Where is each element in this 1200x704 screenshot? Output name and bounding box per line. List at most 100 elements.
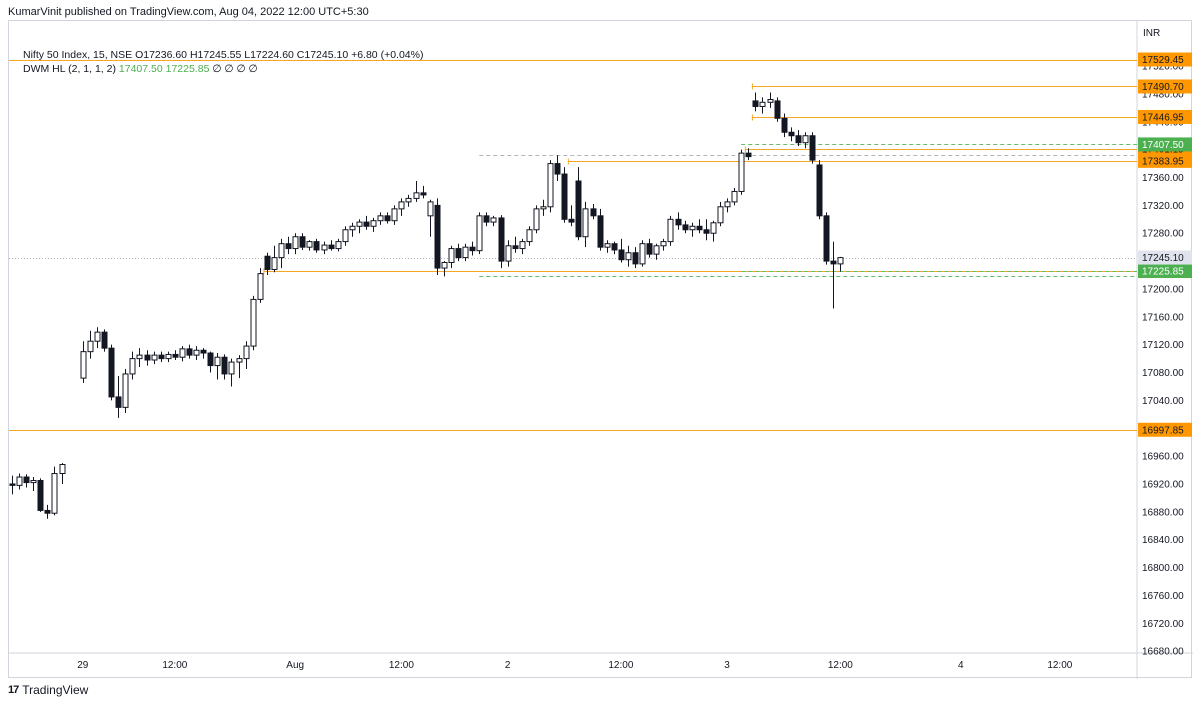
candle-body — [611, 243, 618, 251]
x-tick-label: 12:00 — [389, 660, 414, 671]
candle-body — [200, 349, 207, 354]
candle — [540, 199, 547, 216]
candle — [299, 233, 306, 250]
current-price-badge-bg — [1138, 250, 1192, 265]
candle — [321, 241, 328, 255]
current-price-badge-text: 17245.10 — [1142, 253, 1184, 264]
candle — [483, 212, 490, 227]
candle — [774, 97, 781, 122]
level-price-badge-text: 17446.95 — [1142, 112, 1184, 123]
candle — [554, 155, 561, 182]
candle-body — [115, 396, 122, 408]
candle — [172, 350, 179, 361]
chart-frame[interactable]: INR17520.0017480.0017440.0017400.0017360… — [8, 20, 1193, 679]
level-price-badge-text: 17529.45 — [1142, 55, 1184, 66]
candle-body — [179, 348, 186, 358]
candle-body — [498, 217, 505, 262]
candle-body — [377, 215, 384, 222]
candle-body — [738, 152, 745, 192]
legend: Nifty 50 Index, 15, NSE O17236.60 H17245… — [23, 48, 423, 76]
candle-body — [37, 479, 44, 511]
x-tick-label: Aug — [286, 660, 304, 671]
candle — [264, 252, 271, 276]
candle-body — [80, 351, 87, 379]
candle — [519, 238, 526, 255]
candle-body — [434, 204, 441, 269]
indicator-value-1: 17407.50 — [118, 63, 163, 75]
candle — [682, 220, 689, 234]
candle-body — [328, 244, 335, 250]
candle — [575, 167, 582, 241]
candle-body — [632, 252, 639, 265]
y-tick-label: 16960.00 — [1142, 452, 1184, 463]
candle — [87, 330, 94, 359]
candle — [144, 350, 151, 366]
current-price-badge: 17245.10 — [1138, 250, 1192, 265]
candle-body — [271, 257, 278, 270]
candle — [582, 201, 589, 248]
indicator-price-badge-bg — [1138, 263, 1192, 278]
candle-body — [441, 261, 448, 269]
candle — [568, 205, 575, 227]
symbol-label: Nifty 50 Index, 15, NSE — [23, 49, 133, 61]
candle-body — [660, 241, 667, 247]
candle-body — [151, 354, 158, 361]
brand-footer: 17 TradingView — [8, 683, 88, 697]
candle-body — [462, 246, 469, 259]
candle — [335, 238, 342, 252]
candle-body — [533, 208, 540, 231]
candle — [193, 346, 200, 361]
candle — [816, 160, 823, 220]
candle-body — [214, 356, 221, 367]
candle — [689, 222, 696, 237]
candle-body — [455, 248, 462, 259]
candle-body — [405, 197, 412, 203]
candle — [448, 245, 455, 269]
candle-body — [186, 348, 193, 356]
candle-body — [16, 476, 23, 486]
candle-body — [363, 221, 370, 227]
candle-body — [476, 215, 483, 252]
candle — [809, 132, 816, 164]
candle — [767, 92, 774, 108]
candle-body — [108, 347, 115, 398]
candle — [377, 212, 384, 225]
candle-body — [313, 241, 320, 251]
candle — [547, 160, 554, 213]
candle — [731, 187, 738, 206]
candle-body — [759, 101, 766, 107]
candle — [94, 327, 101, 349]
candle-body — [356, 221, 363, 227]
candle — [427, 199, 434, 237]
candle — [462, 243, 469, 262]
candle — [285, 236, 292, 255]
candle-body — [94, 331, 101, 342]
level-price-badge: 17529.45 — [1138, 52, 1192, 67]
candle — [115, 376, 122, 418]
candle-body — [568, 218, 575, 223]
candlestick-chart[interactable]: INR17520.0017480.0017440.0017400.0017360… — [9, 21, 1193, 679]
candle-body — [51, 473, 58, 514]
candle-body — [604, 243, 611, 248]
y-tick-label: 17480.00 — [1142, 89, 1184, 100]
candle-body — [321, 244, 328, 251]
candle — [759, 97, 766, 114]
candle-body — [469, 246, 476, 252]
candle-body — [228, 361, 235, 375]
candle — [122, 369, 129, 413]
candle — [738, 149, 745, 195]
level-price-badge-bg — [1138, 52, 1192, 67]
candle — [632, 247, 639, 269]
candle-body — [221, 356, 228, 375]
candle-body — [646, 243, 653, 255]
level-price-badge-bg — [1138, 109, 1192, 124]
candle-body — [87, 340, 94, 353]
indicator-empty-values: ∅ ∅ ∅ ∅ — [212, 63, 258, 75]
candle-body — [547, 163, 554, 208]
candle-body — [795, 135, 802, 144]
candle — [136, 348, 143, 367]
candle — [165, 351, 172, 363]
candle — [221, 354, 228, 380]
candle-body — [292, 236, 299, 250]
candle-body — [767, 99, 774, 103]
